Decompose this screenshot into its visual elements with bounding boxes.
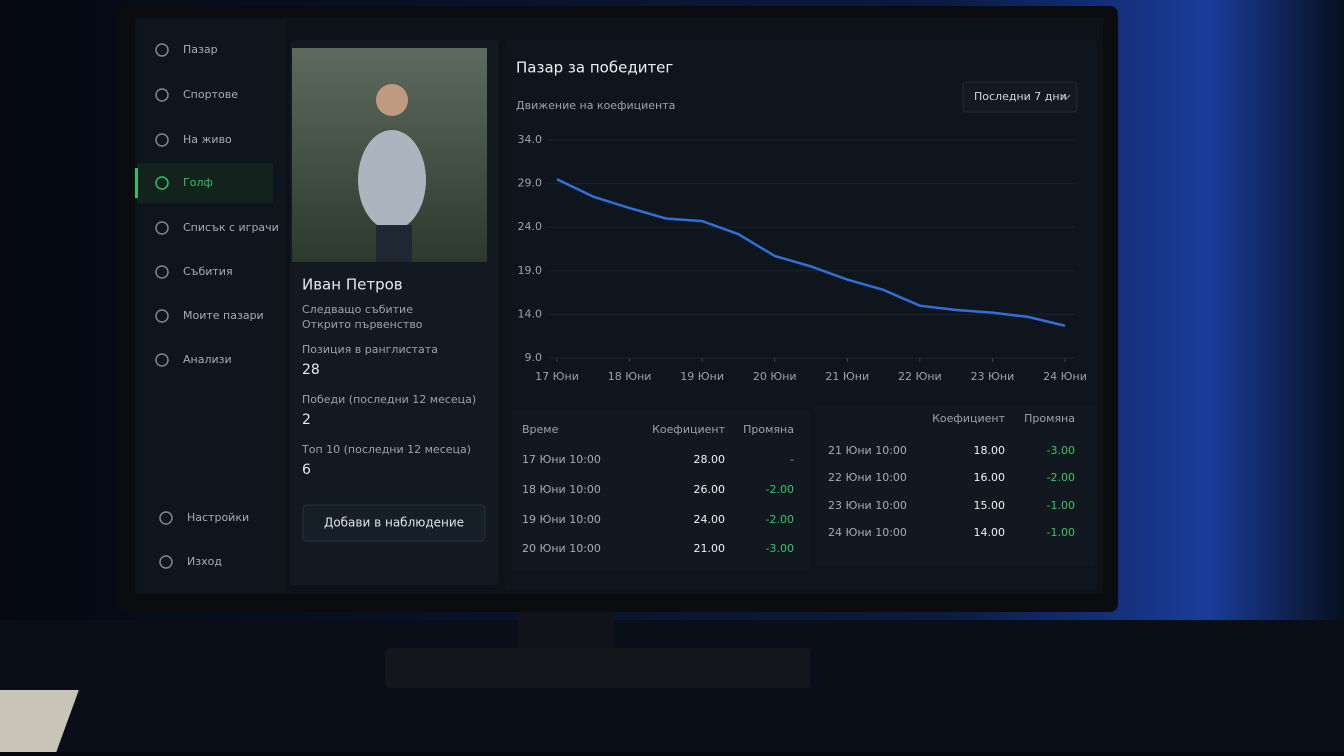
- nav-active: [137, 163, 273, 203]
- table-left: [512, 410, 810, 570]
- table-cell: -2.00: [1047, 471, 1075, 484]
- market-title: Пазар за победитег: [516, 59, 673, 77]
- nav-item[interactable]: Изход: [187, 555, 222, 568]
- table-header: Коефициент: [652, 423, 725, 436]
- x-tick-label: 23 Юни: [971, 370, 1015, 383]
- nav-item[interactable]: Пазар: [183, 43, 218, 56]
- y-tick-label: 14.0: [518, 307, 543, 320]
- nav-icon: [155, 353, 169, 367]
- nav-icon: [155, 176, 169, 190]
- watch-button[interactable]: [302, 504, 486, 542]
- nav-icon: [159, 555, 173, 569]
- table-cell: 14.00: [974, 526, 1006, 539]
- next-event-label: Следващо събитие: [302, 303, 413, 316]
- next-event: Открито първенство: [302, 318, 423, 331]
- nav-icon: [159, 511, 173, 525]
- table-cell: 20 Юни 10:00: [522, 542, 601, 555]
- x-tick-label: 17 Юни: [535, 370, 579, 383]
- period-label[interactable]: Последни 7 дни: [974, 90, 1067, 103]
- chevron: [1061, 94, 1071, 100]
- stat-value: 6: [302, 462, 311, 478]
- stat-label: Топ 10 (последни 12 месеца): [301, 443, 471, 456]
- x-tick-label: 24 Юни: [1043, 370, 1087, 383]
- table-cell: 16.00: [974, 471, 1006, 484]
- stat-label: Позиция в ранглистата: [302, 343, 438, 356]
- table-cell: 24 Юни 10:00: [828, 526, 907, 539]
- table-header: Време: [522, 423, 559, 436]
- period-select[interactable]: [962, 81, 1078, 113]
- photo-legs: [376, 225, 412, 262]
- watch-button-label[interactable]: Добави в наблюдение: [324, 516, 464, 530]
- table-cell: 28.00: [694, 453, 726, 466]
- table-cell: 22 Юни 10:00: [828, 471, 907, 484]
- nav-item[interactable]: Спортове: [183, 88, 238, 101]
- nav-indicator: [135, 168, 138, 198]
- x-tick-label: 19 Юни: [680, 370, 724, 383]
- photo-head: [376, 84, 408, 116]
- table-cell: -: [790, 453, 794, 466]
- table-cell: -3.00: [766, 542, 794, 555]
- table-right: [815, 405, 1095, 565]
- x-tick-label: 20 Юни: [753, 370, 797, 383]
- table-cell: 24.00: [694, 513, 726, 526]
- nav-item[interactable]: Списък с играчи: [183, 221, 279, 234]
- nav-icon: [155, 88, 169, 102]
- nav-item[interactable]: Събития: [183, 265, 233, 278]
- table-cell: -3.00: [1047, 444, 1075, 457]
- nav-item[interactable]: Анализи: [183, 353, 232, 366]
- odds-line: [556, 178, 1066, 327]
- table-cell: 18 Юни 10:00: [522, 483, 601, 496]
- photo-figure: [358, 130, 426, 230]
- table-cell: 15.00: [974, 499, 1006, 512]
- table-cell: -1.00: [1047, 499, 1075, 512]
- sidebar: [137, 20, 285, 592]
- table-cell: 26.00: [694, 483, 726, 496]
- stat-value: 2: [302, 412, 311, 428]
- stat-value: 28: [302, 362, 320, 378]
- table-header: Коефициент: [932, 412, 1005, 425]
- player-name: Иван Петров: [302, 276, 403, 294]
- table-cell: -2.00: [766, 513, 794, 526]
- nav-icon: [155, 43, 169, 57]
- y-tick-label: 24.0: [518, 220, 543, 233]
- nav-item[interactable]: Голф: [183, 176, 213, 189]
- y-tick-label: 9.0: [525, 351, 543, 364]
- y-tick-label: 34.0: [518, 133, 543, 146]
- table-cell: 21.00: [694, 542, 726, 555]
- nav-icon: [155, 309, 169, 323]
- stat-label: Победи (последни 12 месеца): [302, 393, 476, 406]
- table-header: Промяна: [1024, 412, 1075, 425]
- x-tick-label: 18 Юни: [608, 370, 652, 383]
- table-cell: 23 Юни 10:00: [828, 499, 907, 512]
- table-cell: -1.00: [1047, 526, 1075, 539]
- nav-item[interactable]: На живо: [183, 133, 232, 146]
- table-header: Промяна: [743, 423, 794, 436]
- nav-icon: [155, 133, 169, 147]
- table-cell: 17 Юни 10:00: [522, 453, 601, 466]
- table-cell: 18.00: [974, 444, 1006, 457]
- table-cell: 19 Юни 10:00: [522, 513, 601, 526]
- nav-item[interactable]: Моите пазари: [183, 309, 264, 322]
- y-tick-label: 29.0: [518, 177, 543, 190]
- monitor-stand: [385, 648, 810, 688]
- nav-icon: [155, 265, 169, 279]
- y-tick-label: 19.0: [518, 264, 543, 277]
- table-cell: -2.00: [766, 483, 794, 496]
- chart-title: Движение на коефициента: [516, 99, 675, 112]
- nav-icon: [155, 221, 169, 235]
- x-tick-label: 21 Юни: [825, 370, 869, 383]
- x-tick-label: 22 Юни: [898, 370, 942, 383]
- table-cell: 21 Юни 10:00: [828, 444, 907, 457]
- nav-item[interactable]: Настройки: [187, 511, 249, 524]
